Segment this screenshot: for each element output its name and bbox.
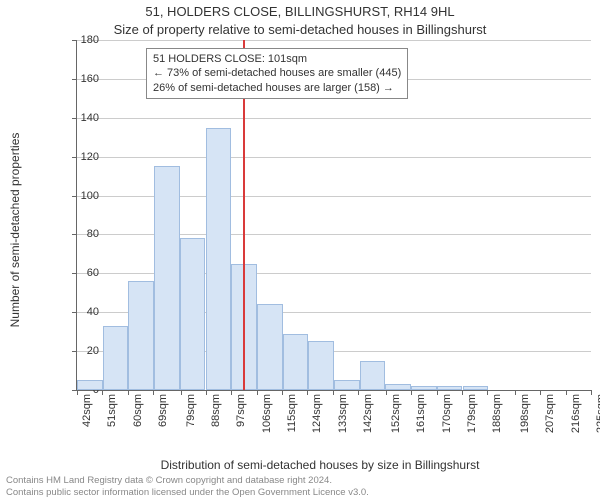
x-tick-mark xyxy=(487,390,488,395)
annotation-line2: ← 73% of semi-detached houses are smalle… xyxy=(153,66,401,80)
x-tick-mark xyxy=(437,390,438,395)
x-tick-mark xyxy=(153,390,154,395)
x-tick-label: 97sqm xyxy=(235,394,247,454)
x-tick-mark xyxy=(181,390,182,395)
x-tick-mark xyxy=(282,390,283,395)
x-tick-mark xyxy=(333,390,334,395)
x-tick-mark xyxy=(386,390,387,395)
x-tick-mark xyxy=(77,390,78,395)
x-tick-label: 225sqm xyxy=(595,394,600,454)
x-tick-mark xyxy=(257,390,258,395)
gridline xyxy=(77,157,591,158)
histogram-bar xyxy=(257,304,283,390)
histogram-bar xyxy=(154,166,180,390)
x-tick-mark xyxy=(102,390,103,395)
x-tick-mark xyxy=(128,390,129,395)
x-tick-label: 124sqm xyxy=(311,394,323,454)
histogram-bar xyxy=(206,128,232,391)
y-tick-label: 80 xyxy=(69,228,99,240)
x-tick-label: 60sqm xyxy=(132,394,144,454)
x-tick-mark xyxy=(462,390,463,395)
histogram-bar xyxy=(463,386,489,390)
y-tick-label: 40 xyxy=(69,306,99,318)
x-tick-label: 51sqm xyxy=(106,394,118,454)
x-tick-label: 152sqm xyxy=(390,394,402,454)
annotation-line1: 51 HOLDERS CLOSE: 101sqm xyxy=(153,52,401,66)
x-tick-label: 115sqm xyxy=(286,394,298,454)
gridline xyxy=(77,118,591,119)
histogram-bar xyxy=(385,384,411,390)
x-tick-mark xyxy=(411,390,412,395)
x-tick-label: 188sqm xyxy=(491,394,503,454)
x-tick-mark xyxy=(231,390,232,395)
histogram-bar xyxy=(411,386,437,390)
chart-area: 02040608010012014016018042sqm51sqm60sqm6… xyxy=(50,40,590,420)
x-tick-mark xyxy=(515,390,516,395)
x-tick-mark xyxy=(566,390,567,395)
histogram-bar xyxy=(77,380,103,390)
histogram-bar xyxy=(180,238,206,390)
x-tick-label: 69sqm xyxy=(157,394,169,454)
y-tick-label: 20 xyxy=(69,345,99,357)
x-tick-label: 207sqm xyxy=(544,394,556,454)
y-tick-label: 180 xyxy=(69,34,99,46)
histogram-bar xyxy=(334,380,360,390)
chart-container: 51, HOLDERS CLOSE, BILLINGSHURST, RH14 9… xyxy=(0,0,600,500)
y-tick-label: 120 xyxy=(69,151,99,163)
x-tick-label: 170sqm xyxy=(441,394,453,454)
x-tick-label: 42sqm xyxy=(81,394,93,454)
x-tick-label: 198sqm xyxy=(519,394,531,454)
footer-line1: Contains HM Land Registry data © Crown c… xyxy=(6,475,369,486)
y-axis-label: Number of semi-detached properties xyxy=(8,40,28,420)
x-tick-label: 133sqm xyxy=(337,394,349,454)
annotation-box: 51 HOLDERS CLOSE: 101sqm ← 73% of semi-d… xyxy=(146,48,408,99)
x-axis-label: Distribution of semi-detached houses by … xyxy=(50,458,590,472)
x-tick-mark xyxy=(540,390,541,395)
histogram-bar xyxy=(360,361,386,390)
x-tick-label: 179sqm xyxy=(466,394,478,454)
x-tick-label: 106sqm xyxy=(261,394,273,454)
x-tick-label: 161sqm xyxy=(415,394,427,454)
footer-line2: Contains public sector information licen… xyxy=(6,487,369,498)
y-tick-label: 160 xyxy=(69,73,99,85)
y-tick-label: 100 xyxy=(69,190,99,202)
y-tick-label: 140 xyxy=(69,112,99,124)
x-tick-mark xyxy=(591,390,592,395)
histogram-bar xyxy=(283,334,309,390)
x-tick-label: 79sqm xyxy=(185,394,197,454)
chart-title-address: 51, HOLDERS CLOSE, BILLINGSHURST, RH14 9… xyxy=(0,4,600,19)
histogram-bar xyxy=(103,326,129,390)
x-tick-label: 142sqm xyxy=(362,394,374,454)
x-tick-mark xyxy=(307,390,308,395)
histogram-bar xyxy=(437,386,463,390)
x-tick-label: 216sqm xyxy=(570,394,582,454)
gridline xyxy=(77,40,591,41)
x-tick-mark xyxy=(358,390,359,395)
y-tick-label: 60 xyxy=(69,267,99,279)
histogram-bar xyxy=(308,341,334,390)
x-tick-mark xyxy=(206,390,207,395)
histogram-bar xyxy=(128,281,154,390)
annotation-line3: 26% of semi-detached houses are larger (… xyxy=(153,81,401,95)
x-tick-label: 88sqm xyxy=(210,394,222,454)
footer-attribution: Contains HM Land Registry data © Crown c… xyxy=(6,475,369,498)
